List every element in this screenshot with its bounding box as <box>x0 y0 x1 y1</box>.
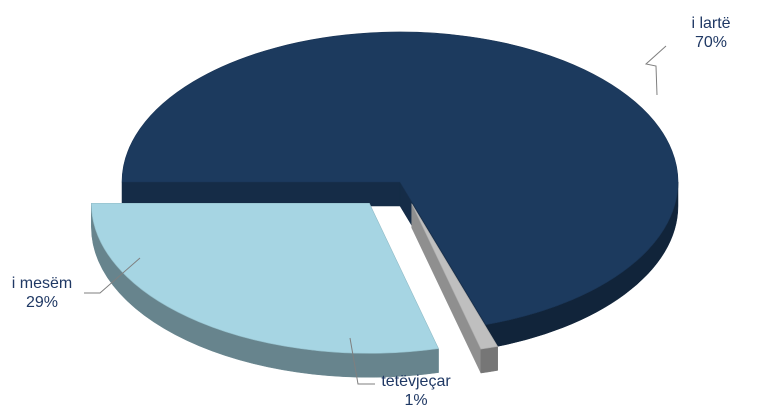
slice-value-label: 29% <box>25 294 59 311</box>
leader-line-tetvjear <box>349 337 375 385</box>
slice-category-label: i mesëm <box>11 275 73 292</box>
pie-slice-ilart <box>121 31 679 325</box>
pie-slice-side-tetvjear-0 <box>480 346 498 374</box>
leader-line-ilart <box>644 45 667 96</box>
pie-slice-imesm <box>91 203 439 354</box>
slice-value-label: 70% <box>694 34 728 51</box>
slice-category-label: i lartë <box>691 15 731 32</box>
leader-line-imesm <box>84 257 141 294</box>
slice-label-tetevjecar: tetëvjeçar 1% <box>366 372 466 410</box>
slice-label-i-larte: i lartë 70% <box>676 14 746 52</box>
pie-slice-tetvjear <box>411 203 499 350</box>
slice-label-i-mesem: i mesëm 29% <box>2 274 82 312</box>
slice-value-label: 1% <box>404 392 428 409</box>
pie-slice-wall-ilart-0 <box>121 181 401 207</box>
slice-category-label: tetëvjeçar <box>381 373 451 390</box>
